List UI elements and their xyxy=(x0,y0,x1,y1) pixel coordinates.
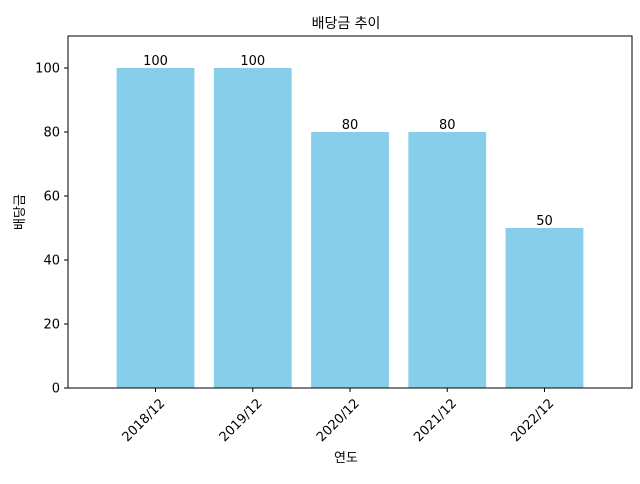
x-tick-label: 2021/12 xyxy=(411,396,460,445)
bar-2021/12 xyxy=(408,132,487,388)
y-tick-label: 20 xyxy=(43,318,60,333)
plot-frame xyxy=(67,35,633,389)
chart-title: 배당금 추이 xyxy=(312,16,381,32)
bar-2022/12 xyxy=(505,228,584,388)
bar-value-label: 50 xyxy=(536,214,553,229)
x-tick-label: 2019/12 xyxy=(217,396,266,445)
x-tick-label: 2022/12 xyxy=(509,396,558,445)
bar-2020/12 xyxy=(311,132,389,388)
y-tick-label: 0 xyxy=(52,382,60,397)
bar-value-label: 100 xyxy=(143,54,168,69)
y-axis-label: 배당금 xyxy=(13,194,28,230)
bar-value-label: 80 xyxy=(342,118,359,133)
x-tick-label: 2020/12 xyxy=(314,396,363,445)
x-axis-label: 연도 xyxy=(334,451,358,466)
bar-labels-group: 100 100 80 80 50 xyxy=(143,54,553,229)
bar-2018/12 xyxy=(116,68,195,388)
x-tick-label: 2018/12 xyxy=(120,396,169,445)
x-axis: 2018/12 2019/12 2020/12 2021/12 2022/12 xyxy=(120,388,558,445)
y-tick-label: 80 xyxy=(43,126,60,141)
bar-value-label: 80 xyxy=(439,118,456,133)
y-axis: 0 20 40 60 80 100 xyxy=(35,62,68,397)
bars-group xyxy=(116,68,584,388)
y-tick-label: 100 xyxy=(35,62,60,77)
y-tick-label: 40 xyxy=(43,254,60,269)
y-tick-label: 60 xyxy=(43,190,60,205)
bar-value-label: 100 xyxy=(240,54,265,69)
bar-2019/12 xyxy=(213,68,292,388)
